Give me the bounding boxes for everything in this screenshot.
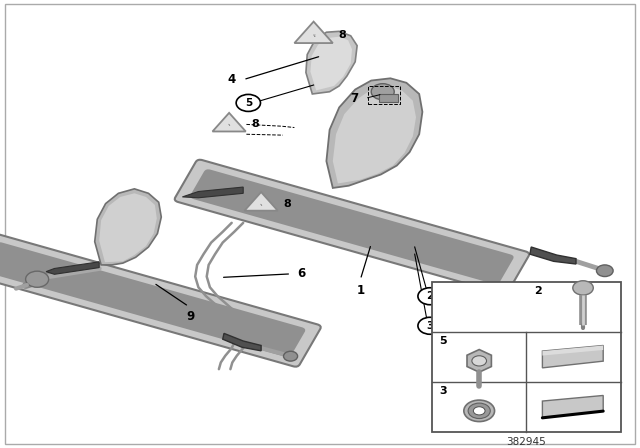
Text: 5: 5 — [244, 98, 252, 108]
Circle shape — [371, 84, 394, 100]
Text: 8: 8 — [338, 30, 346, 40]
Text: 7: 7 — [350, 92, 358, 105]
Circle shape — [236, 95, 260, 112]
Polygon shape — [46, 262, 99, 274]
Circle shape — [472, 356, 486, 366]
Polygon shape — [543, 396, 604, 418]
FancyBboxPatch shape — [432, 282, 621, 432]
Text: 9: 9 — [187, 310, 195, 323]
Polygon shape — [212, 113, 246, 131]
Text: 8: 8 — [283, 198, 291, 209]
Text: 2: 2 — [534, 286, 542, 296]
Circle shape — [573, 281, 593, 295]
Polygon shape — [223, 333, 261, 351]
FancyBboxPatch shape — [175, 160, 529, 294]
Text: 8: 8 — [251, 120, 259, 129]
Text: ↯: ↯ — [228, 123, 230, 127]
Polygon shape — [306, 31, 357, 94]
Text: 3: 3 — [440, 386, 447, 396]
Polygon shape — [244, 192, 278, 211]
Text: ↯: ↯ — [260, 202, 262, 207]
Text: 6: 6 — [298, 267, 306, 280]
Polygon shape — [530, 247, 576, 264]
Text: 3: 3 — [426, 321, 434, 331]
Polygon shape — [326, 78, 422, 188]
Text: 382945: 382945 — [506, 437, 547, 447]
Polygon shape — [467, 349, 492, 372]
Text: ↯: ↯ — [312, 34, 315, 38]
FancyBboxPatch shape — [0, 233, 321, 366]
Circle shape — [596, 265, 613, 276]
FancyBboxPatch shape — [190, 169, 514, 284]
FancyBboxPatch shape — [0, 242, 305, 357]
Text: 4: 4 — [227, 73, 236, 86]
Polygon shape — [294, 22, 333, 43]
Text: 2: 2 — [426, 291, 434, 301]
Text: 5: 5 — [440, 336, 447, 346]
Circle shape — [468, 403, 490, 418]
Circle shape — [474, 407, 485, 415]
Circle shape — [418, 317, 442, 334]
Text: 1: 1 — [356, 284, 364, 297]
Polygon shape — [333, 86, 416, 184]
Polygon shape — [182, 187, 243, 198]
Circle shape — [418, 288, 442, 305]
Polygon shape — [310, 37, 352, 90]
Polygon shape — [543, 345, 604, 356]
Polygon shape — [543, 345, 604, 368]
Bar — [379, 94, 398, 102]
Polygon shape — [95, 189, 161, 265]
Polygon shape — [99, 194, 157, 262]
Circle shape — [464, 400, 495, 422]
Circle shape — [284, 351, 298, 361]
Circle shape — [26, 271, 49, 287]
